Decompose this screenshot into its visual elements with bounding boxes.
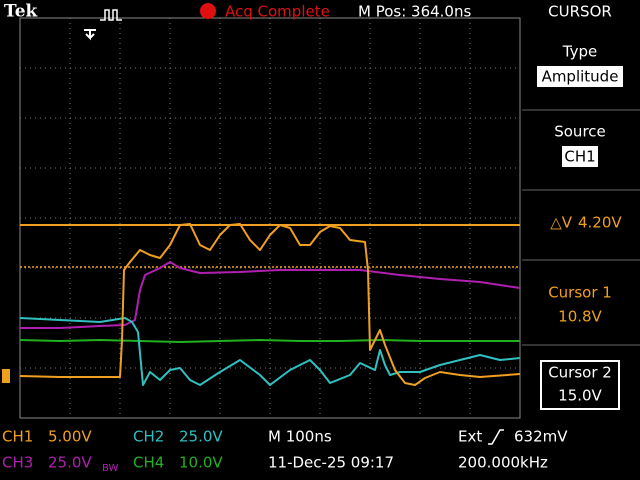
cursor2-box[interactable] <box>540 360 620 410</box>
timebase: M 100ns <box>268 428 332 446</box>
cursor2-label[interactable]: Cursor 2 <box>548 364 612 382</box>
acquisition-icon <box>100 9 122 21</box>
acq-status: Acq Complete <box>225 3 330 21</box>
trigger-slope-icon <box>488 429 504 445</box>
channel-name: CH3 <box>2 454 33 472</box>
bandwidth-limit: BW <box>102 463 119 474</box>
channel-scale: 5.00V <box>48 428 92 446</box>
ch4-waveform <box>19 339 520 343</box>
graticule <box>19 17 521 419</box>
ground-marker <box>2 369 10 383</box>
cursor2-value[interactable]: 15.0V <box>558 387 602 405</box>
side-menu: CURSOR Type Amplitude Source CH1 △V 4.20… <box>522 3 640 410</box>
trigger-level: 632mV <box>514 428 568 446</box>
status-bar: CH1 5.00V CH2 25.0V M 100ns Ext 632mV CH… <box>2 428 568 475</box>
source-value-box[interactable] <box>562 146 598 167</box>
horizontal-position: M Pos: 364.0ns <box>358 3 471 21</box>
channel-scale: 25.0V <box>48 454 92 472</box>
channel-scale: 10.0V <box>179 454 223 472</box>
cursor1-label[interactable]: Cursor 1 <box>548 284 612 302</box>
channel-name: CH4 <box>133 454 164 472</box>
menu-title: CURSOR <box>548 3 612 21</box>
trigger-position-marker <box>84 29 96 41</box>
type-value[interactable]: Amplitude <box>542 68 619 86</box>
trigger-source: Ext <box>458 428 482 446</box>
ch3-waveform <box>20 261 521 329</box>
channel-name: CH2 <box>133 428 164 446</box>
source-value[interactable]: CH1 <box>564 148 595 166</box>
trigger-frequency: 200.000kHz <box>458 454 548 472</box>
source-label[interactable]: Source <box>554 123 606 141</box>
channel-name: CH1 <box>2 428 33 446</box>
delta-value: 4.20V <box>578 214 622 232</box>
brand: Tek <box>4 2 39 22</box>
status-indicator <box>200 3 216 19</box>
delta-label: △V <box>550 214 573 232</box>
ch1-waveform <box>19 223 521 386</box>
type-value-box[interactable] <box>537 66 623 87</box>
channel-scale: 25.0V <box>179 428 223 446</box>
grid <box>20 18 520 418</box>
type-label[interactable]: Type <box>562 43 597 61</box>
cursor1-value[interactable]: 10.8V <box>558 308 602 326</box>
date-time: 11-Dec-25 09:17 <box>268 454 394 472</box>
